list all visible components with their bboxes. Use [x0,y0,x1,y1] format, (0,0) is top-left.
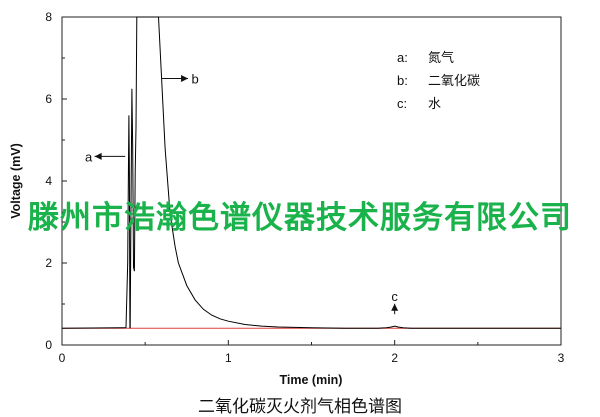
x-tick-label: 2 [391,351,398,365]
arrow-head [391,303,399,311]
legend-text-b: 二氧化碳 [428,74,480,89]
series-layer [61,16,561,329]
arrow-head [94,152,102,160]
chromatogram-trace [61,16,561,329]
annotation-label: a [85,149,93,164]
watermark-text: 滕州市浩瀚色谱仪器技术服务有限公司 [28,200,572,236]
arrow-head [181,75,189,82]
x-tick-label: 1 [225,351,232,365]
annotation-a: a [85,149,126,164]
legend-text-a: 氮气 [428,50,454,66]
x-tick-label: 3 [558,351,565,365]
y-tick-label: 2 [45,256,52,270]
y-tick-label: 0 [45,338,52,352]
y-tick-label: 4 [45,174,52,188]
annotation-label: c [391,289,398,304]
x-axis-label: Time (min) [280,373,343,387]
legend-text-c: 水 [428,97,441,112]
annotation-c: c [391,289,399,315]
legend-key-c: c: [397,96,407,111]
ticks-layer: 0 1 2 3 0 2 4 6 8 [45,10,564,365]
x-tick-label: 0 [59,351,66,365]
y-axis-label: Voltage (mV) [9,143,23,218]
y-tick-label: 8 [45,10,52,24]
y-tick-label: 6 [45,92,52,106]
annotation-label: b [191,72,198,87]
figure-caption: 二氧化碳灭火剂气相色谱图 [198,397,402,417]
annotation-layer: a b c [85,72,398,315]
annotation-b: b [161,72,199,87]
legend: a: 氮气 b: 二氧化碳 c: 水 [397,50,480,112]
legend-key-b: b: [397,73,408,88]
legend-key-a: a: [397,50,408,65]
